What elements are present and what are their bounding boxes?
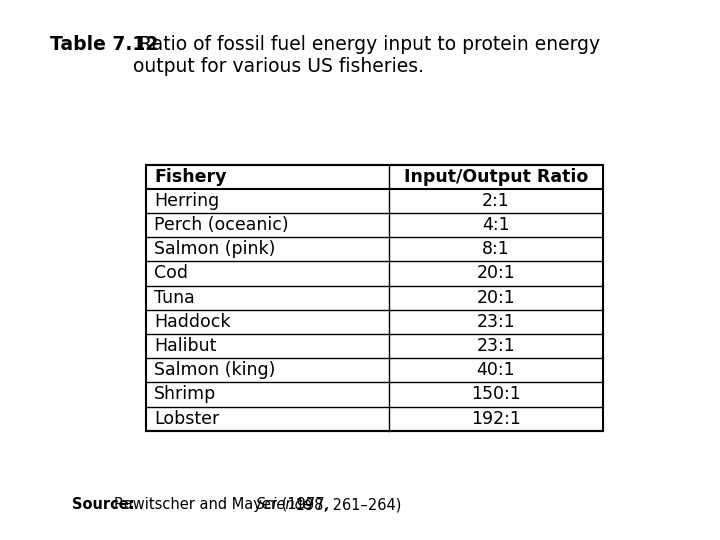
Text: 192:1: 192:1 — [471, 410, 521, 428]
Text: Fishery: Fishery — [154, 168, 227, 186]
Text: Perch (oceanic): Perch (oceanic) — [154, 216, 289, 234]
Text: 23:1: 23:1 — [477, 337, 516, 355]
Text: Cod: Cod — [154, 265, 188, 282]
Text: Herring: Herring — [154, 192, 220, 210]
Text: 4:1: 4:1 — [482, 216, 510, 234]
Text: 23:1: 23:1 — [477, 313, 516, 331]
Text: 198, 261–264): 198, 261–264) — [291, 497, 401, 512]
Text: 40:1: 40:1 — [477, 361, 516, 379]
Text: Halibut: Halibut — [154, 337, 217, 355]
Text: Shrimp: Shrimp — [154, 386, 217, 403]
Text: 20:1: 20:1 — [477, 265, 516, 282]
Text: Salmon (king): Salmon (king) — [154, 361, 276, 379]
Text: Rawitscher and Mayer (1977,: Rawitscher and Mayer (1977, — [114, 497, 333, 512]
Text: 20:1: 20:1 — [477, 289, 516, 307]
Text: 8:1: 8:1 — [482, 240, 510, 258]
Text: Haddock: Haddock — [154, 313, 230, 331]
Text: Salmon (pink): Salmon (pink) — [154, 240, 276, 258]
Text: Tuna: Tuna — [154, 289, 195, 307]
Text: Input/Output Ratio: Input/Output Ratio — [404, 168, 588, 186]
Text: Source:: Source: — [72, 497, 140, 512]
Text: Ratio of fossil fuel energy input to protein energy
output for various US fisher: Ratio of fossil fuel energy input to pro… — [133, 35, 600, 76]
Text: 150:1: 150:1 — [471, 386, 521, 403]
Text: Science: Science — [256, 497, 313, 512]
Text: Lobster: Lobster — [154, 410, 220, 428]
Text: 2:1: 2:1 — [482, 192, 510, 210]
Text: Table 7.12: Table 7.12 — [50, 35, 158, 54]
